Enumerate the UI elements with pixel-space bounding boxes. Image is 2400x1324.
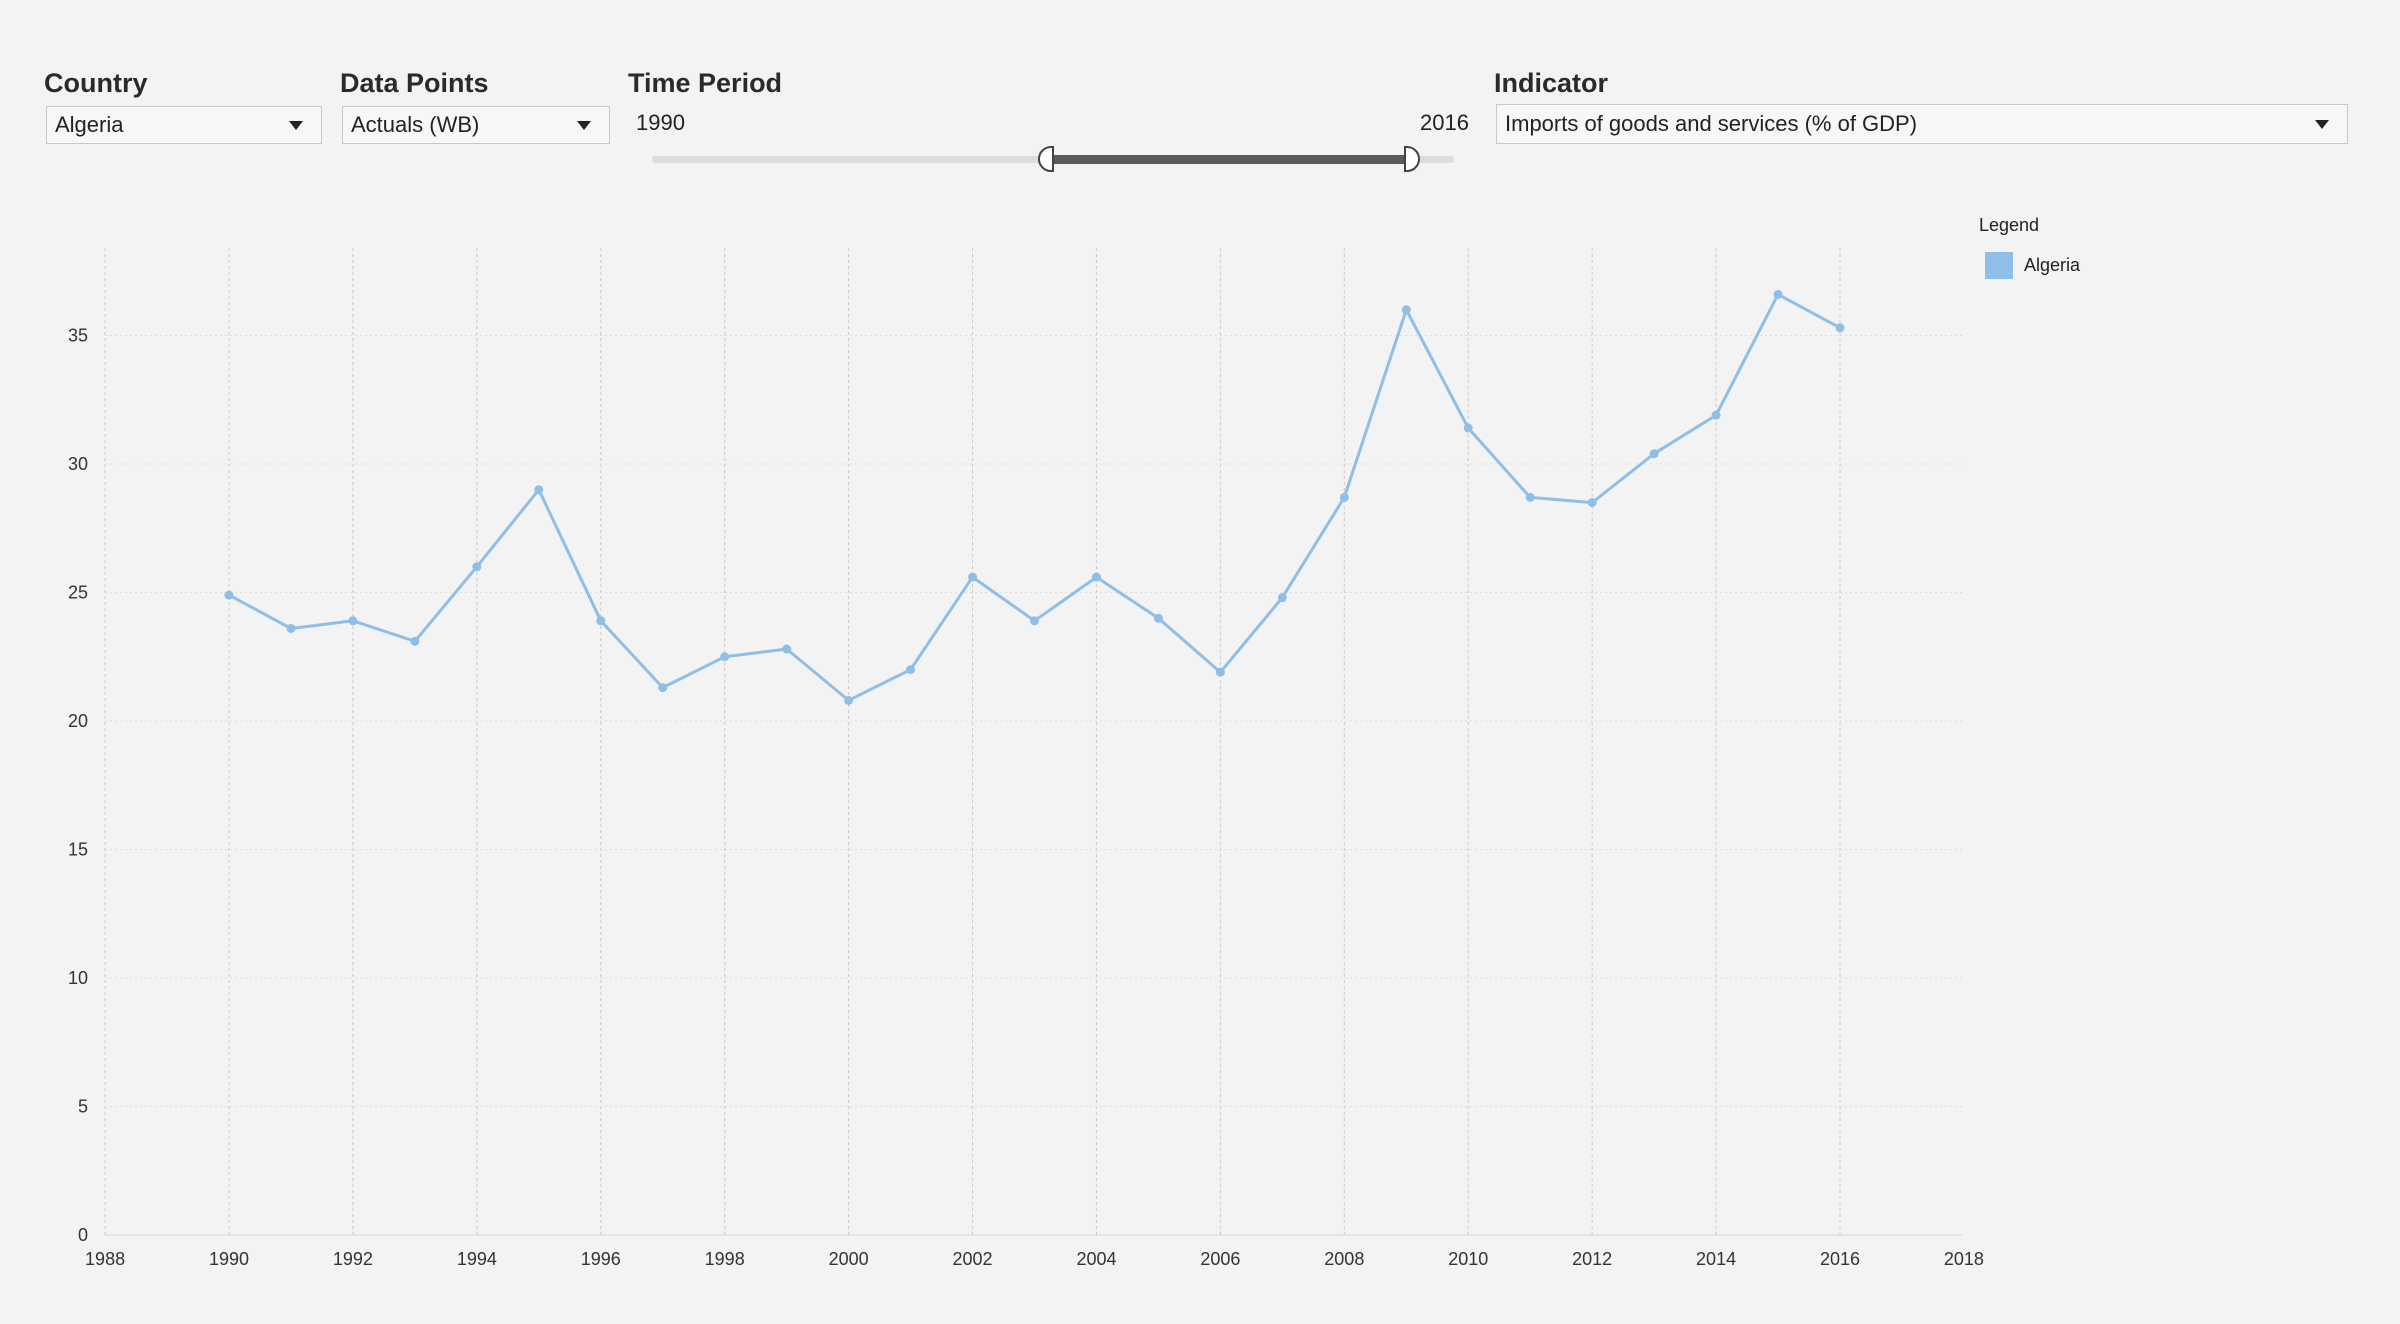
data-point [1835,323,1845,333]
data-point [658,683,668,693]
x-tick-label: 2006 [1200,1249,1240,1269]
indicator-select-value: Imports of goods and services (% of GDP) [1505,111,1918,136]
data-point [472,562,482,572]
time-period-slider-range[interactable] [1046,155,1411,164]
data-point [348,616,358,626]
data-point [1401,305,1411,315]
x-tick-label: 1996 [581,1249,621,1269]
data-point [1649,449,1659,459]
data-point [410,636,420,646]
x-tick-label: 2000 [829,1249,869,1269]
data-points-select-value: Actuals (WB) [351,112,480,137]
y-tick-label: 5 [78,1097,88,1117]
y-tick-label: 25 [68,583,88,603]
x-tick-label: 1992 [333,1249,373,1269]
x-tick-label: 2010 [1448,1249,1488,1269]
series-line-algeria [228,292,1841,702]
data-point [1463,423,1473,433]
country-select-value: Algeria [55,112,124,137]
time-period-label: Time Period [628,68,783,98]
indicator-label: Indicator [1494,68,1609,98]
x-tick-label: 1998 [705,1249,745,1269]
y-tick-label: 0 [78,1225,88,1245]
data-point [720,652,730,662]
data-point [1091,572,1101,582]
time-period-start: 1990 [636,110,685,135]
x-tick-label: 2002 [953,1249,993,1269]
data-point [286,623,296,633]
data-point [844,695,854,705]
x-tick-label: 1994 [457,1249,497,1269]
data-point [1030,616,1039,626]
indicator-select[interactable]: Imports of goods and services (% of GDP) [1496,104,2348,144]
time-period-end: 2016 [1420,110,1469,135]
data-points-label: Data Points [340,68,489,98]
x-tick-label: 2014 [1696,1249,1736,1269]
country-select[interactable]: Algeria [46,106,322,144]
chevron-down-icon [2315,119,2329,129]
legend-title: Legend [1979,215,2040,235]
data-point [1277,593,1287,603]
y-tick-label: 30 [68,454,88,474]
legend-item-label: Algeria [2024,255,2081,275]
data-point [596,616,606,626]
x-tick-label: 1990 [209,1249,249,1269]
chevron-down-icon [577,120,591,130]
country-label: Country [44,68,148,98]
x-tick-label: 1988 [85,1249,125,1269]
legend-item-algeria[interactable]: Algeria [1985,252,2080,279]
y-tick-label: 35 [68,326,88,346]
data-point [1153,613,1163,623]
y-tick-label: 15 [68,840,88,860]
y-tick-label: 20 [68,711,88,731]
data-point [906,665,916,675]
y-tick-label: 10 [68,968,88,988]
data-point [968,572,978,582]
data-points-select[interactable]: Actuals (WB) [342,106,610,144]
x-tick-label: 2004 [1076,1249,1116,1269]
data-point [1711,410,1721,420]
data-point [1339,492,1349,502]
data-point [1215,667,1225,677]
chevron-down-icon [289,120,303,130]
data-point [1525,492,1535,502]
x-tick-label: 2018 [1944,1249,1984,1269]
data-point [224,590,234,600]
time-period-start-handle[interactable] [1038,146,1054,172]
data-point [534,485,544,495]
time-period-end-handle[interactable] [1404,146,1420,172]
legend-swatch [1985,252,2013,279]
data-point [782,644,792,654]
x-tick-label: 2012 [1572,1249,1612,1269]
x-tick-label: 2008 [1324,1249,1364,1269]
x-tick-label: 2016 [1820,1249,1860,1269]
data-point [1773,289,1783,299]
data-point [1587,498,1597,508]
